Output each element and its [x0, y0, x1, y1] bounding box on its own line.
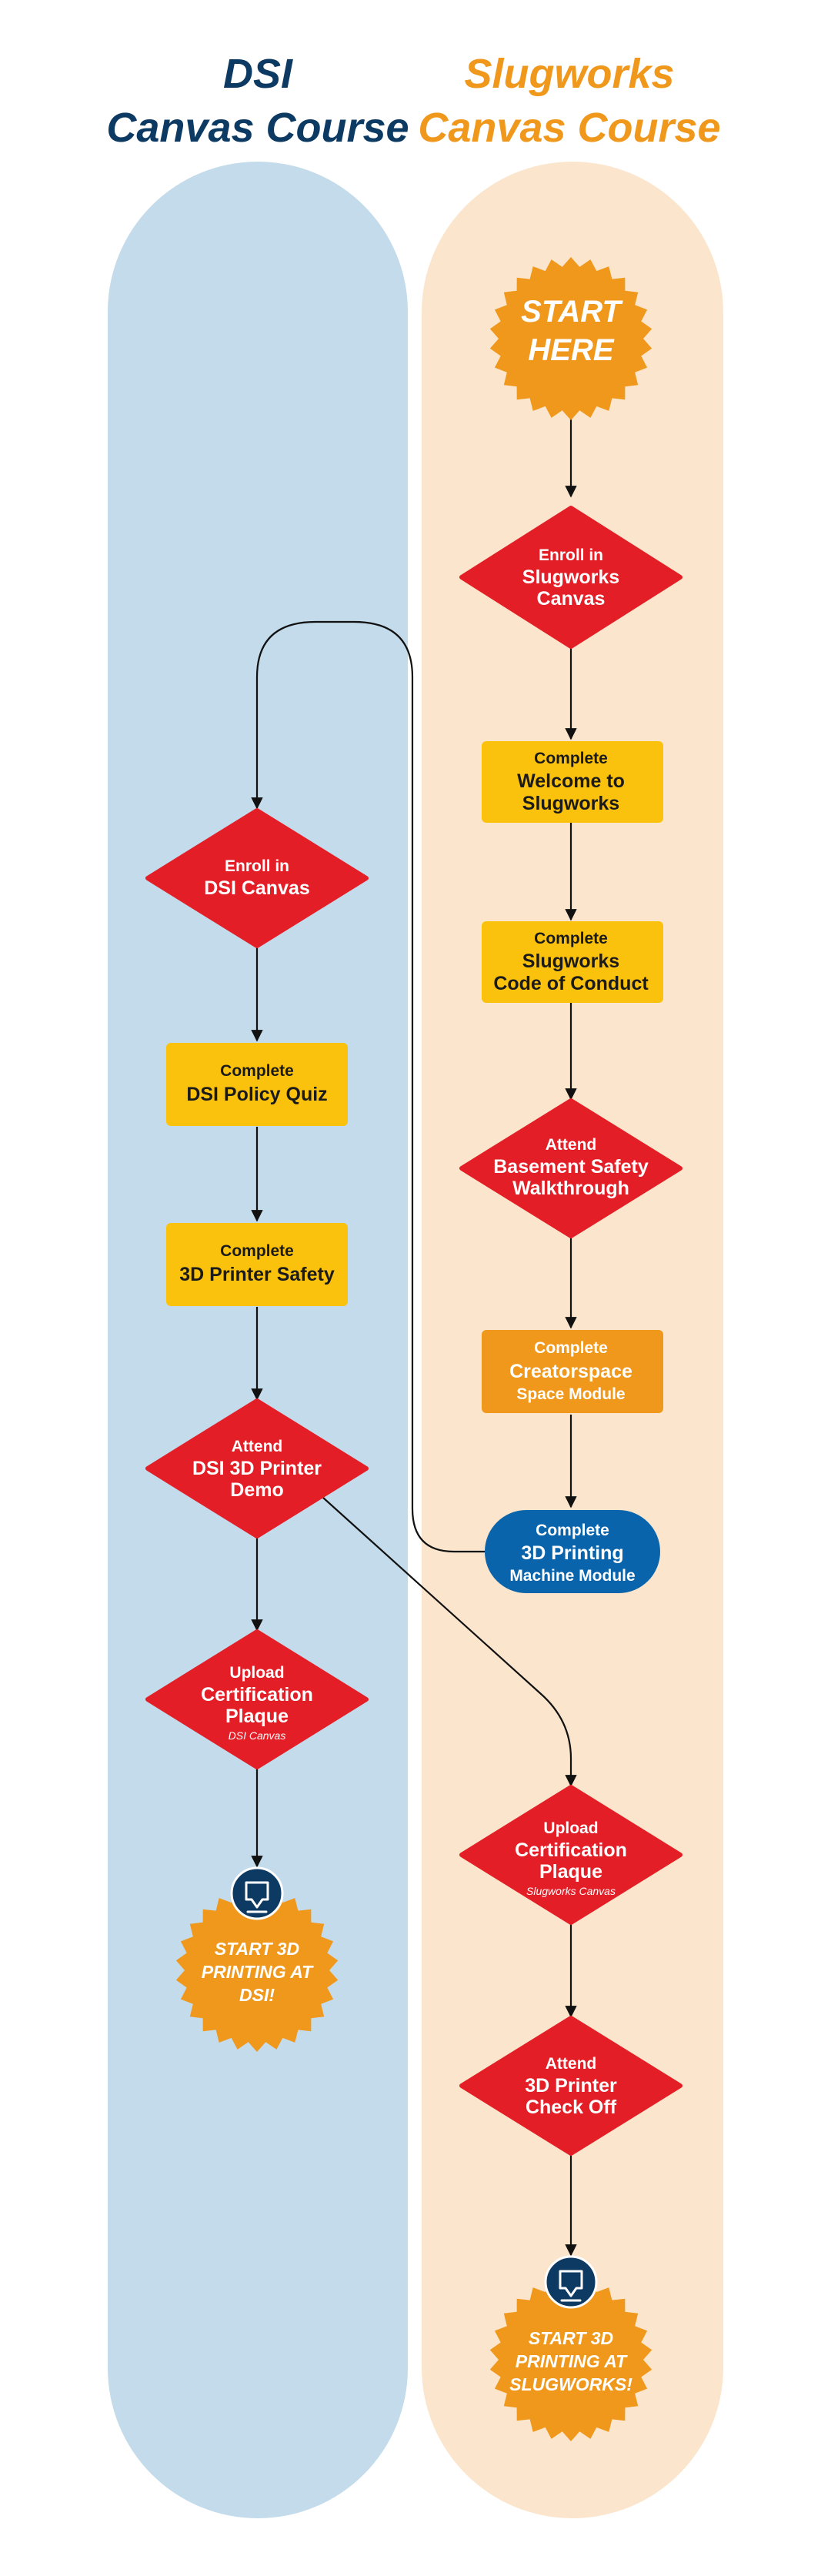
d-enroll-l1: Enroll in	[225, 857, 289, 875]
start-line1: START	[521, 295, 623, 329]
slugworks-header-line2: Canvas Course	[418, 105, 720, 151]
dsi-end-badge: START 3D PRINTING AT DSI!	[175, 1866, 339, 2052]
start-here-badge: START HERE	[489, 257, 652, 420]
d-enroll-l2: DSI Canvas	[204, 877, 310, 899]
dsi-policy-box: Complete DSI Policy Quiz	[166, 1043, 348, 1126]
slugworks-basement-diamond: Attend Basement Safety Walkthrough	[459, 1098, 682, 1238]
s-creator-l3: Space Module	[516, 1385, 625, 1403]
start-line2: HERE	[528, 333, 614, 367]
s-end-l2: PRINTING AT	[516, 2351, 628, 2371]
slugworks-header-line1: Slugworks	[464, 51, 674, 97]
s-code-l2: Slugworks	[522, 951, 619, 972]
s-checkoff-l1: Attend	[546, 2055, 597, 2073]
slugworks-enroll-diamond: Enroll in Slugworks Canvas	[459, 506, 682, 649]
connectors	[251, 416, 577, 2257]
dsi-demo-diamond: Attend DSI 3D Printer Demo	[145, 1398, 369, 1539]
dsi-end-badge-shape	[175, 1889, 339, 2052]
s-basement-l2: Basement Safety	[493, 1156, 649, 1178]
slugworks-upload-diamond: Upload Certification Plaque Slugworks Ca…	[459, 1785, 682, 1925]
s-basement-l1: Attend	[546, 1136, 597, 1154]
s-checkoff-l2: 3D Printer	[525, 2075, 617, 2097]
s-end-l3: SLUGWORKS!	[509, 2374, 632, 2394]
d-upload-l2: Certification	[201, 1684, 313, 1706]
s-upload-l4: Slugworks Canvas	[526, 1885, 616, 1897]
d-upload-l1: Upload	[229, 1664, 284, 1682]
3d-printer-icon	[230, 1866, 284, 1920]
s-checkoff-l3: Check Off	[526, 2097, 617, 2118]
d-demo-l2: DSI 3D Printer	[192, 1458, 322, 1479]
arrow-machine-to-dsi-enroll	[251, 620, 485, 1553]
s-enroll-l3: Canvas	[537, 588, 606, 610]
slugworks-welcome-box: Complete Welcome to Slugworks	[482, 741, 663, 823]
s-end-l1: START 3D	[529, 2328, 613, 2348]
dsi-upload-diamond: Upload Certification Plaque DSI Canvas	[145, 1629, 369, 1769]
slugworks-checkoff-diamond: Attend 3D Printer Check Off	[459, 2016, 682, 2156]
slugworks-creatorspace-box: Complete Creatorspace Space Module	[482, 1330, 663, 1413]
dsi-enroll-diamond: Enroll in DSI Canvas	[145, 808, 369, 948]
start-badge-shape	[489, 257, 652, 420]
s-upload-l2: Certification	[515, 1839, 627, 1861]
slugworks-machine-pill: Complete 3D Printing Machine Module	[485, 1510, 660, 1593]
d-policy-l2: DSI Policy Quiz	[186, 1084, 327, 1105]
s-upload-l1: Upload	[543, 1819, 598, 1837]
arrow-demo-to-slug-upload	[322, 1497, 577, 1787]
slugworks-code-box: Complete Slugworks Code of Conduct	[482, 921, 663, 1003]
dsi-header-line1: DSI	[223, 51, 293, 97]
d-end-l3: DSI!	[239, 1985, 275, 2005]
d-end-l2: PRINTING AT	[202, 1962, 314, 1982]
s-code-l3: Code of Conduct	[493, 973, 649, 994]
s-machine-l3: Machine Module	[509, 1567, 635, 1585]
d-safety-l1: Complete	[220, 1242, 294, 1260]
s-machine-l1: Complete	[536, 1522, 609, 1539]
s-upload-l3: Plaque	[539, 1861, 602, 1883]
d-upload-l3: Plaque	[225, 1706, 289, 1727]
s-welcome-l2: Welcome to	[517, 770, 625, 792]
s-welcome-l1: Complete	[534, 750, 608, 767]
d-demo-l3: Demo	[230, 1479, 283, 1501]
dsi-header-line2: Canvas Course	[106, 105, 409, 151]
d-upload-l4: DSI Canvas	[229, 1729, 286, 1742]
d-demo-l1: Attend	[232, 1438, 283, 1455]
s-creator-l1: Complete	[534, 1339, 608, 1357]
dsi-safety-box: Complete 3D Printer Safety	[166, 1223, 348, 1306]
s-welcome-l3: Slugworks	[522, 793, 619, 814]
slugworks-end-badge: START 3D PRINTING AT SLUGWORKS!	[489, 2255, 652, 2441]
s-creator-l2: Creatorspace	[509, 1361, 632, 1382]
s-code-l1: Complete	[534, 930, 608, 947]
3d-printer-icon	[544, 2255, 598, 2309]
s-enroll-l1: Enroll in	[539, 546, 603, 564]
d-policy-l1: Complete	[220, 1062, 294, 1080]
s-machine-l2: 3D Printing	[521, 1542, 623, 1564]
s-basement-l3: Walkthrough	[512, 1178, 629, 1199]
s-enroll-l2: Slugworks	[522, 566, 619, 588]
d-end-l1: START 3D	[215, 1939, 299, 1959]
slugworks-end-badge-shape	[489, 2278, 652, 2441]
d-safety-l2: 3D Printer Safety	[179, 1264, 335, 1285]
